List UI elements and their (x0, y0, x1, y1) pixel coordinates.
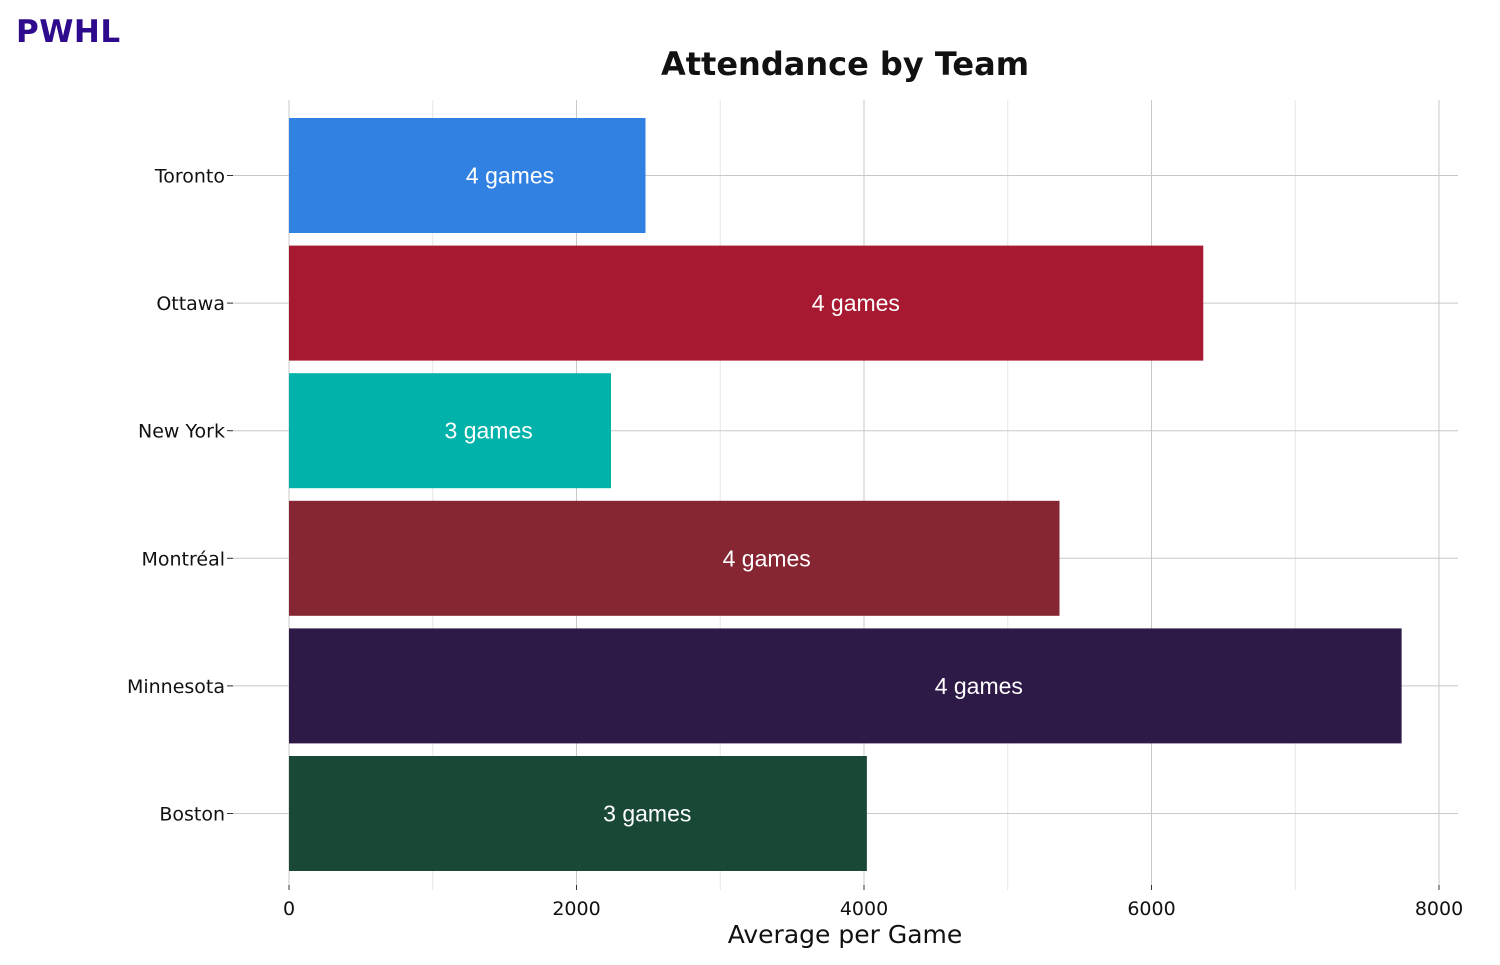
bar-minnesota (289, 628, 1402, 744)
y-tick-label: Boston (159, 804, 225, 826)
y-axis: Toronto Ottawa New York Montréal Minnesota Bo… (127, 166, 233, 826)
y-tick-label: Toronto (154, 166, 225, 188)
y-tick-label: New York (138, 421, 225, 443)
y-tick-label: Minnesota (127, 676, 225, 698)
x-tick-label: 4000 (840, 898, 888, 920)
brand-logo-text: PWHL (16, 14, 121, 50)
y-tick-label: Ottawa (156, 293, 225, 315)
bar-ottawa (289, 245, 1204, 361)
bar-data-label: 4 games (723, 545, 811, 571)
bar-data-label: 3 games (603, 801, 691, 827)
x-tick-label: 2000 (552, 898, 600, 920)
bar-data-label: 4 games (935, 673, 1023, 699)
x-tick-label: 8000 (1415, 898, 1463, 920)
bars (289, 118, 1402, 871)
bar-data-label: 3 games (445, 418, 533, 444)
bar-boston (289, 756, 867, 871)
bar-new-york (289, 373, 611, 489)
x-axis-title: Average per Game (728, 920, 963, 949)
chart-title: Attendance by Team (661, 45, 1029, 83)
bar-data-label: 4 games (812, 290, 900, 316)
y-tick-label: Montréal (141, 548, 225, 570)
x-axis: 0 2000 4000 6000 8000 (283, 885, 1463, 920)
bar-labels: 4 games 4 games 3 games 4 games 4 games 3 gam… (445, 163, 1023, 827)
bar-montr-al (289, 500, 1060, 616)
x-tick-label: 6000 (1127, 898, 1175, 920)
bar-data-label: 4 games (466, 163, 554, 189)
x-tick-label: 0 (283, 898, 295, 920)
bar-toronto (289, 118, 646, 233)
